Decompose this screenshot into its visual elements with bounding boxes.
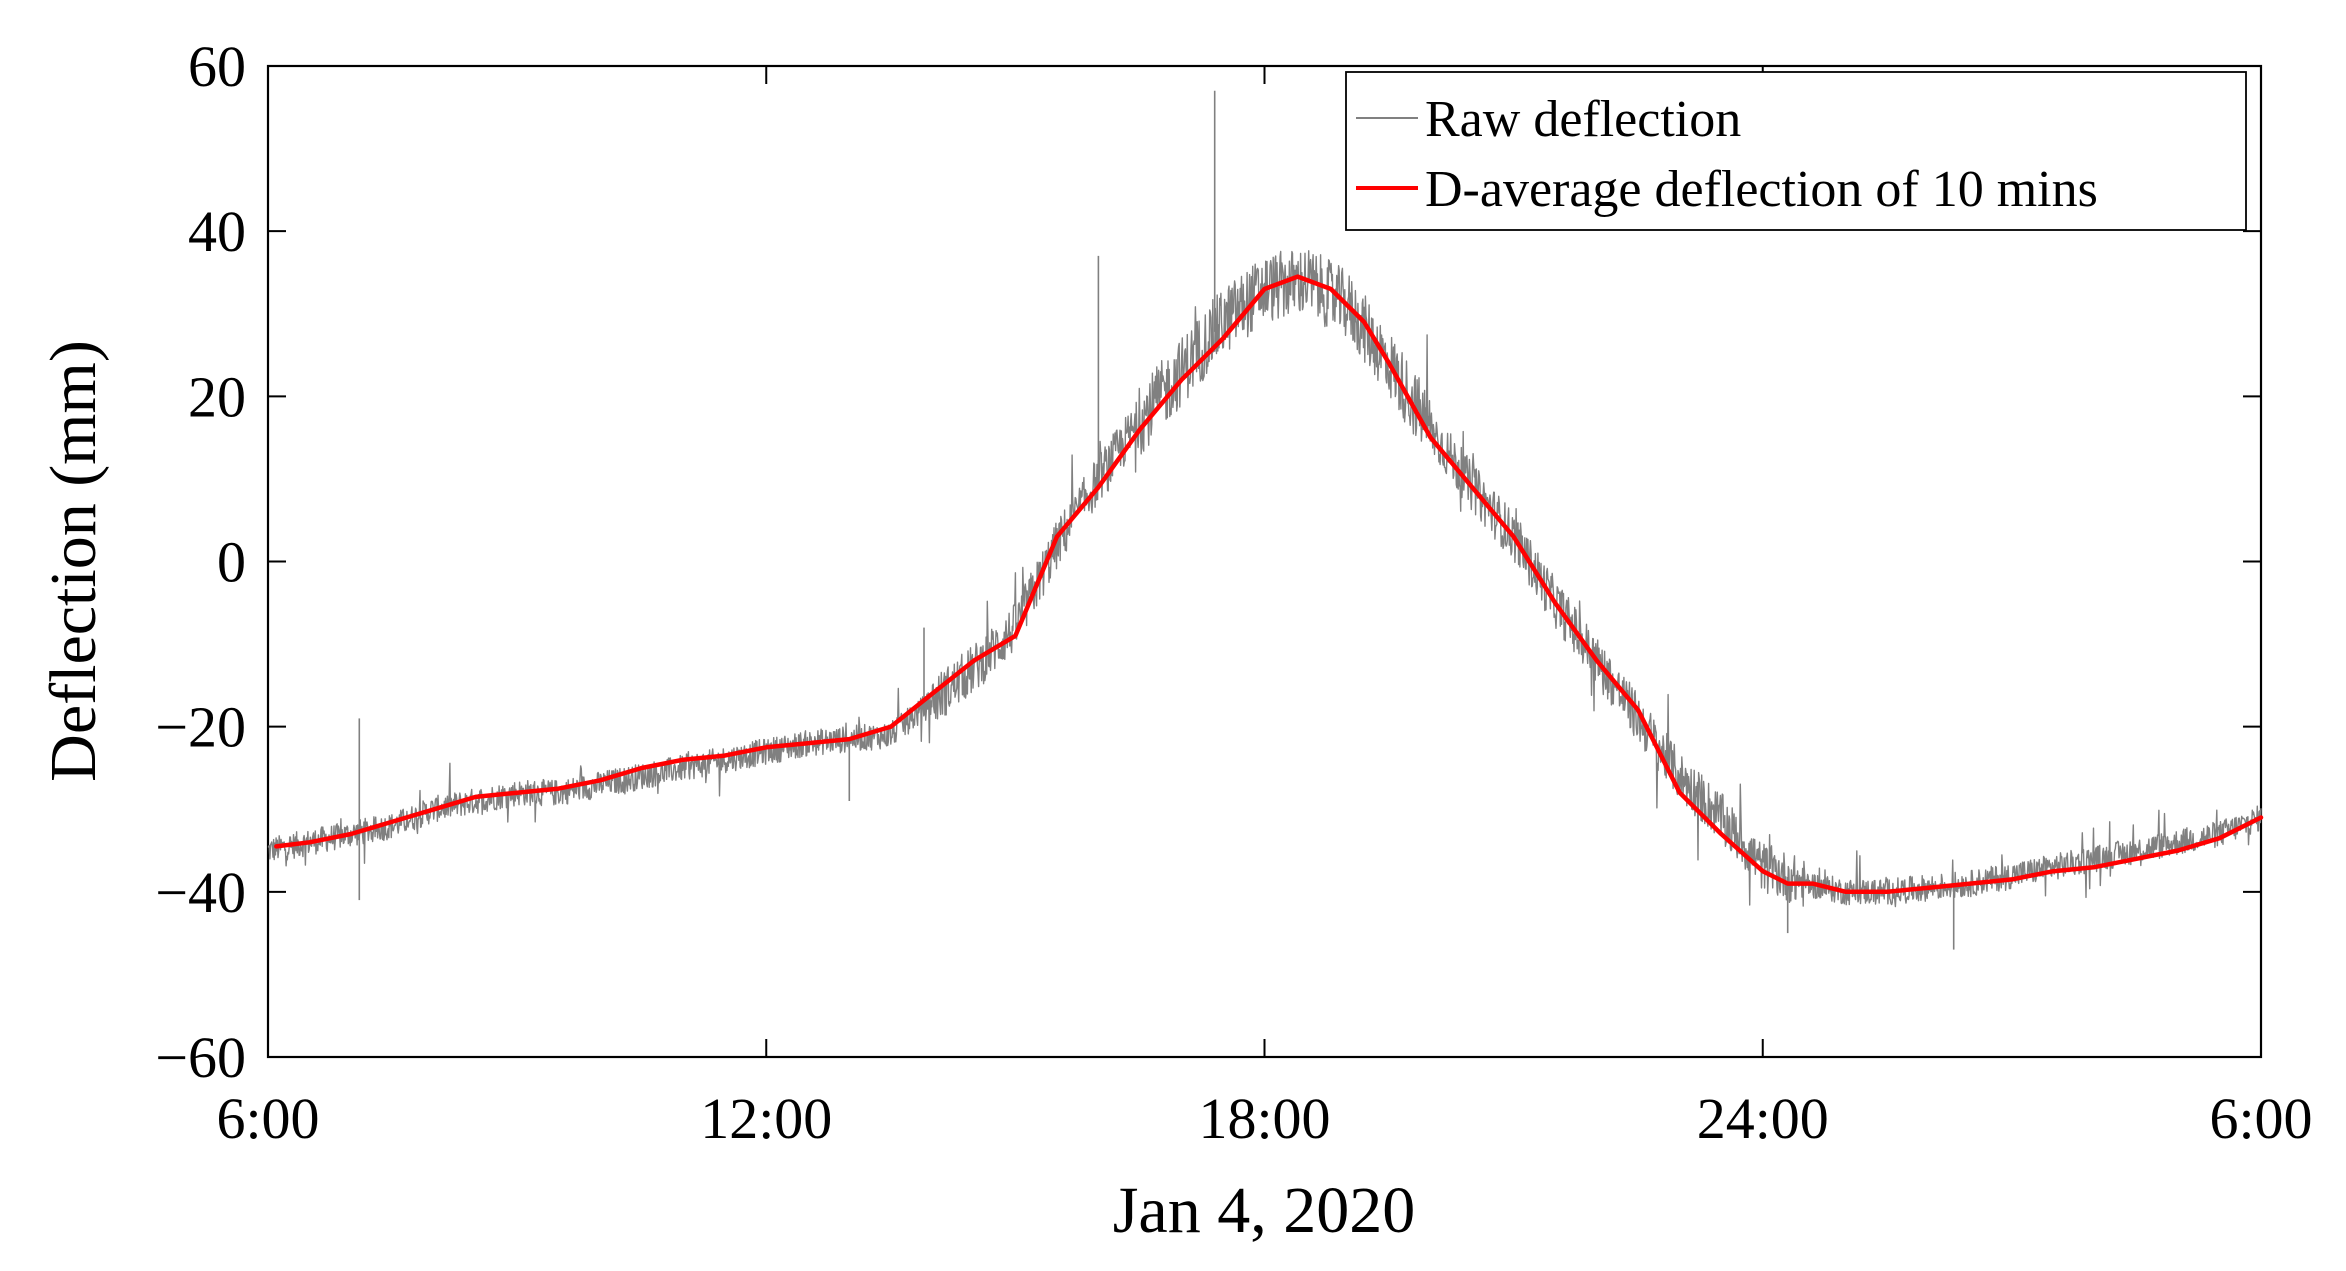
x-axis-tick-labels: 6:00 12:00 18:00 24:00 6:00 [216, 1086, 2312, 1151]
axis-ticks [267, 65, 2262, 1058]
y-tick-label-1: 40 [188, 199, 246, 264]
x-tick-label-0: 6:00 [216, 1086, 319, 1151]
x-tick-label-4: 6:00 [2209, 1086, 2312, 1151]
average-deflection-line [274, 274, 2264, 895]
y-axis-tick-labels: 60 40 20 0 −20 −40 −60 [155, 34, 246, 1090]
y-axis-title: Deflection (mm) [37, 340, 110, 782]
x-axis-title: Jan 4, 2020 [1113, 1174, 1415, 1247]
y-tick-label-0: 60 [188, 34, 246, 99]
x-tick-label-2: 18:00 [1198, 1086, 1330, 1151]
x-tick-label-1: 12:00 [700, 1086, 832, 1151]
legend-label-raw: Raw deflection [1425, 91, 1741, 148]
x-tick-label-3: 24:00 [1697, 1086, 1829, 1151]
legend-label-average: D-average deflection of 10 mins [1425, 161, 2098, 218]
series-average-deflection [274, 274, 2264, 895]
y-tick-label-3: 0 [217, 530, 246, 595]
y-tick-label-6: −60 [155, 1025, 246, 1090]
y-tick-label-2: 20 [188, 364, 246, 429]
y-tick-label-5: −40 [155, 860, 246, 925]
chart-legend: Raw deflection D-average deflection of 1… [1345, 71, 2247, 231]
legend-box [1345, 71, 2247, 231]
y-tick-label-4: −20 [155, 695, 246, 760]
raw-deflection-line [267, 250, 2262, 908]
